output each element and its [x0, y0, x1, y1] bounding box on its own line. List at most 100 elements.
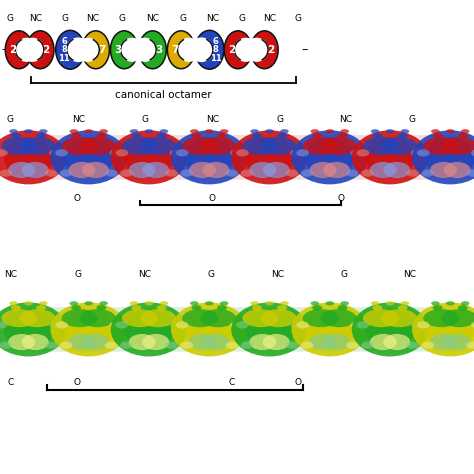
Text: NC: NC	[72, 115, 85, 124]
Ellipse shape	[383, 334, 410, 350]
Ellipse shape	[310, 162, 337, 178]
Ellipse shape	[251, 31, 278, 69]
Ellipse shape	[458, 133, 468, 138]
Ellipse shape	[205, 129, 213, 133]
Ellipse shape	[165, 342, 178, 349]
Ellipse shape	[433, 305, 443, 310]
Ellipse shape	[70, 301, 78, 306]
Ellipse shape	[406, 170, 419, 177]
Ellipse shape	[24, 129, 33, 133]
Text: G: G	[180, 14, 186, 22]
Ellipse shape	[9, 301, 18, 306]
Ellipse shape	[398, 133, 408, 138]
Ellipse shape	[176, 321, 189, 328]
Text: NC: NC	[271, 271, 284, 279]
Ellipse shape	[423, 137, 459, 155]
Ellipse shape	[426, 137, 474, 178]
FancyBboxPatch shape	[7, 307, 472, 352]
Ellipse shape	[220, 301, 228, 306]
Ellipse shape	[217, 133, 227, 138]
Ellipse shape	[471, 321, 474, 328]
Ellipse shape	[96, 133, 106, 138]
Ellipse shape	[350, 149, 363, 156]
Ellipse shape	[265, 301, 274, 306]
Ellipse shape	[357, 321, 369, 328]
Ellipse shape	[466, 170, 474, 177]
Ellipse shape	[191, 133, 201, 138]
Circle shape	[234, 38, 257, 61]
Ellipse shape	[140, 137, 176, 155]
Ellipse shape	[426, 309, 474, 350]
Ellipse shape	[444, 162, 471, 178]
Ellipse shape	[383, 162, 410, 178]
Ellipse shape	[1, 137, 37, 155]
Ellipse shape	[82, 334, 109, 350]
Text: NC: NC	[29, 14, 43, 22]
Ellipse shape	[217, 305, 227, 310]
Circle shape	[133, 38, 156, 61]
Ellipse shape	[11, 133, 21, 138]
Ellipse shape	[431, 301, 439, 306]
Ellipse shape	[421, 170, 434, 177]
Ellipse shape	[46, 152, 72, 163]
Ellipse shape	[19, 309, 55, 327]
Ellipse shape	[227, 152, 252, 163]
Ellipse shape	[461, 301, 469, 306]
Ellipse shape	[346, 170, 359, 177]
Ellipse shape	[363, 309, 399, 327]
Ellipse shape	[82, 162, 109, 178]
Circle shape	[76, 38, 99, 61]
Text: canonical octamer: canonical octamer	[115, 90, 212, 100]
Ellipse shape	[241, 342, 253, 349]
Ellipse shape	[458, 305, 468, 310]
Ellipse shape	[417, 321, 429, 328]
Ellipse shape	[70, 129, 78, 133]
Ellipse shape	[80, 137, 116, 155]
Ellipse shape	[280, 129, 289, 133]
Ellipse shape	[171, 130, 247, 184]
Ellipse shape	[145, 301, 153, 306]
Ellipse shape	[231, 130, 308, 184]
Circle shape	[15, 38, 38, 61]
Ellipse shape	[195, 30, 224, 69]
Ellipse shape	[249, 334, 276, 350]
Ellipse shape	[190, 129, 199, 133]
Ellipse shape	[466, 342, 474, 349]
Ellipse shape	[411, 321, 423, 328]
Ellipse shape	[24, 301, 33, 306]
Ellipse shape	[226, 342, 238, 349]
Ellipse shape	[64, 309, 113, 350]
Ellipse shape	[109, 149, 122, 156]
Ellipse shape	[122, 309, 158, 327]
Ellipse shape	[45, 342, 57, 349]
Ellipse shape	[5, 31, 33, 69]
Ellipse shape	[326, 129, 334, 133]
Ellipse shape	[166, 152, 192, 163]
Ellipse shape	[45, 170, 57, 177]
Ellipse shape	[167, 31, 195, 69]
Ellipse shape	[303, 137, 339, 155]
Ellipse shape	[182, 137, 218, 155]
Ellipse shape	[287, 323, 313, 336]
Ellipse shape	[0, 130, 67, 184]
Ellipse shape	[129, 334, 156, 350]
Ellipse shape	[124, 309, 174, 350]
Text: 3: 3	[115, 45, 122, 55]
Circle shape	[120, 38, 143, 61]
Ellipse shape	[401, 301, 409, 306]
Ellipse shape	[156, 305, 166, 310]
Ellipse shape	[55, 321, 68, 328]
Ellipse shape	[312, 133, 322, 138]
Ellipse shape	[263, 334, 290, 350]
Ellipse shape	[139, 31, 166, 69]
Ellipse shape	[19, 137, 55, 155]
Ellipse shape	[50, 302, 127, 356]
Ellipse shape	[292, 302, 368, 356]
Ellipse shape	[100, 301, 108, 306]
Ellipse shape	[373, 133, 383, 138]
Ellipse shape	[421, 342, 434, 349]
Ellipse shape	[130, 129, 138, 133]
Text: G: G	[141, 115, 148, 124]
Ellipse shape	[357, 149, 369, 156]
Ellipse shape	[296, 321, 309, 328]
